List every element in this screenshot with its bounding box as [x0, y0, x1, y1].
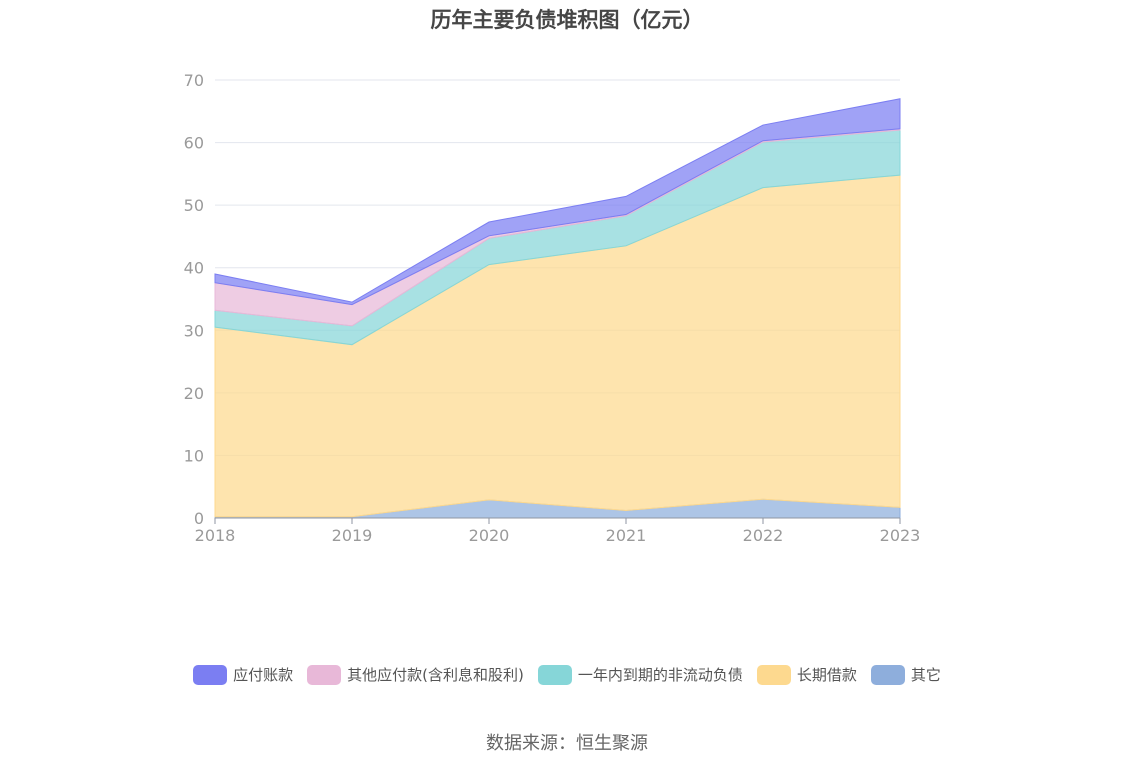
y-tick-label: 10: [184, 446, 204, 465]
legend-item[interactable]: 一年内到期的非流动负债: [537, 664, 743, 685]
x-tick-label: 2018: [195, 526, 236, 545]
chart-title: 历年主要负债堆积图（亿元）: [430, 8, 704, 32]
legend-swatch: [193, 664, 228, 685]
y-tick-label: 30: [184, 321, 204, 340]
legend-item[interactable]: 其它: [870, 664, 941, 685]
chart-plot: 0 10 20 30 40 50 60 70 2018 2019 2020 2021 2022 2023: [184, 71, 921, 545]
x-tick-label: 2020: [469, 526, 510, 545]
legend-label: 应付账款: [233, 666, 294, 684]
area-series: [214, 98, 901, 519]
y-tick-label: 20: [184, 384, 204, 403]
legend-swatch: [756, 664, 791, 685]
x-tick-label: 2023: [880, 526, 921, 545]
y-tick-label: 60: [184, 134, 204, 153]
legend-swatch: [307, 664, 342, 685]
legend-label: 其他应付款(含利息和股利): [347, 666, 524, 684]
y-tick-label: 70: [184, 71, 204, 90]
legend-item[interactable]: 长期借款: [756, 664, 857, 685]
legend-item[interactable]: 其他应付款(含利息和股利): [307, 664, 524, 685]
y-tick-label: 50: [184, 196, 204, 215]
area-series-4: [214, 98, 901, 306]
legend-swatch: [870, 664, 905, 685]
legend-label: 长期借款: [796, 666, 857, 684]
legend-label: 一年内到期的非流动负债: [577, 666, 743, 684]
x-tick-label: 2019: [332, 526, 373, 545]
legend-swatch: [537, 664, 572, 685]
x-tick-label: 2022: [743, 526, 784, 545]
y-tick-label: 40: [184, 259, 204, 278]
source-note: 数据来源：恒生聚源: [486, 733, 648, 754]
legend-label: 其它: [910, 666, 941, 684]
legend: 应付账款 其他应付款(含利息和股利) 一年内到期的非流动负债 长期借款 其它: [0, 664, 1134, 685]
y-tick-label: 0: [194, 509, 204, 528]
legend-item[interactable]: 应付账款: [193, 664, 293, 685]
axes: 0 10 20 30 40 50 60 70 2018 2019 2020 2021 2022 2023: [184, 71, 921, 545]
x-tick-label: 2021: [606, 526, 647, 545]
